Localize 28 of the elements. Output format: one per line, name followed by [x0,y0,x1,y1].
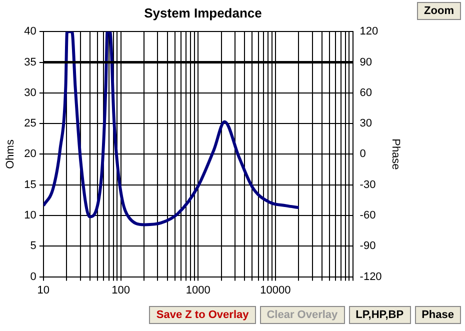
y-tick-label: 25 [24,118,36,130]
x-tick-label: 1000 [186,284,210,296]
y2-tick-label: 120 [360,26,378,38]
zoom-button[interactable]: Zoom [417,2,461,20]
y-tick-label: 20 [24,148,36,160]
y-tick-label: 35 [24,56,36,68]
y2-tick-label: -60 [360,210,376,222]
y-tick-label: 10 [24,210,36,222]
y2-tick-label: 0 [360,148,366,160]
y2-axis-title: Phase [389,138,402,170]
y-tick-label: 30 [24,86,36,99]
x-tick-label: 100 [112,284,130,296]
y2-tick-label: 90 [360,56,372,68]
y-axis-title: Ohms [4,139,17,169]
toolbar-button[interactable]: LP,HP,BP [348,306,411,324]
y-tick-label: 0 [30,270,36,283]
y2-tick-label: -90 [360,240,376,252]
y-tick-label: 15 [24,178,36,191]
y2-tick-label: -120 [360,270,382,283]
y-tick-label: 40 [24,26,36,38]
toolbar-button[interactable]: Phase [414,306,461,324]
y2-tick-label: 30 [360,118,372,130]
chart-title: System Impedance [144,5,262,20]
y2-tick-label: -30 [360,178,376,191]
x-tick-label: 10000 [260,284,291,296]
y-tick-label: 5 [30,240,36,252]
toolbar-button[interactable]: Save Z to Overlay [149,306,256,324]
y2-tick-label: 60 [360,86,372,99]
